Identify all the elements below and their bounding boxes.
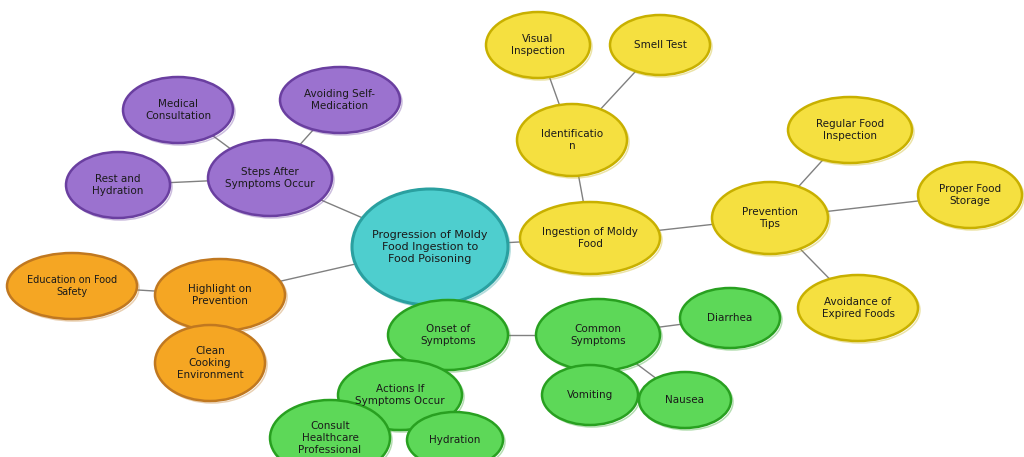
Text: Smell Test: Smell Test [634, 40, 686, 50]
Ellipse shape [208, 140, 332, 216]
Text: Education on Food
Safety: Education on Food Safety [27, 275, 117, 297]
Ellipse shape [788, 97, 912, 163]
Text: Regular Food
Inspection: Regular Food Inspection [816, 119, 884, 141]
Text: Actions If
Symptoms Occur: Actions If Symptoms Occur [355, 384, 444, 406]
Text: Clean
Cooking
Environment: Clean Cooking Environment [177, 346, 244, 380]
Ellipse shape [155, 325, 265, 401]
Text: Rest and
Hydration: Rest and Hydration [92, 174, 143, 196]
Ellipse shape [280, 67, 400, 133]
Text: Avoiding Self-
Medication: Avoiding Self- Medication [304, 89, 376, 111]
Ellipse shape [270, 400, 390, 457]
Text: Prevention
Tips: Prevention Tips [742, 207, 798, 229]
Ellipse shape [918, 162, 1022, 228]
Text: Steps After
Symptoms Occur: Steps After Symptoms Occur [225, 167, 314, 189]
Ellipse shape [798, 275, 918, 341]
Ellipse shape [639, 372, 731, 428]
Text: Diarrhea: Diarrhea [708, 313, 753, 323]
Ellipse shape [155, 259, 285, 331]
Text: Onset of
Symptoms: Onset of Symptoms [420, 324, 476, 346]
Ellipse shape [352, 189, 508, 305]
Text: Visual
Inspection: Visual Inspection [511, 34, 565, 56]
Ellipse shape [7, 253, 137, 319]
Ellipse shape [486, 12, 590, 78]
Ellipse shape [407, 412, 503, 457]
Text: Progression of Moldy
Food Ingestion to
Food Poisoning: Progression of Moldy Food Ingestion to F… [373, 230, 487, 264]
Ellipse shape [123, 77, 233, 143]
Ellipse shape [517, 104, 627, 176]
Text: Medical
Consultation: Medical Consultation [145, 99, 211, 121]
Ellipse shape [542, 365, 638, 425]
Ellipse shape [388, 300, 508, 370]
Text: Vomiting: Vomiting [567, 390, 613, 400]
Text: Nausea: Nausea [666, 395, 705, 405]
Text: Proper Food
Storage: Proper Food Storage [939, 184, 1001, 206]
Ellipse shape [680, 288, 780, 348]
Text: Hydration: Hydration [429, 435, 480, 445]
Text: Ingestion of Moldy
Food: Ingestion of Moldy Food [542, 227, 638, 249]
Ellipse shape [712, 182, 828, 254]
Ellipse shape [536, 299, 660, 371]
Ellipse shape [610, 15, 710, 75]
Text: Highlight on
Prevention: Highlight on Prevention [188, 284, 252, 306]
Ellipse shape [66, 152, 170, 218]
Text: Common
Symptoms: Common Symptoms [570, 324, 626, 346]
Text: Avoidance of
Expired Foods: Avoidance of Expired Foods [821, 297, 895, 319]
Ellipse shape [520, 202, 660, 274]
Text: Identificatio
n: Identificatio n [541, 129, 603, 151]
Ellipse shape [338, 360, 462, 430]
Text: Consult
Healthcare
Professional: Consult Healthcare Professional [298, 421, 361, 455]
